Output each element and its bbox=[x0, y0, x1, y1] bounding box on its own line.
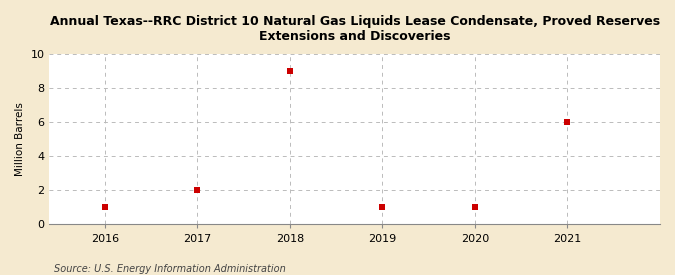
Text: Source: U.S. Energy Information Administration: Source: U.S. Energy Information Administ… bbox=[54, 264, 286, 274]
Y-axis label: Million Barrels: Million Barrels bbox=[15, 102, 25, 176]
Title: Annual Texas--RRC District 10 Natural Gas Liquids Lease Condensate, Proved Reser: Annual Texas--RRC District 10 Natural Ga… bbox=[50, 15, 659, 43]
